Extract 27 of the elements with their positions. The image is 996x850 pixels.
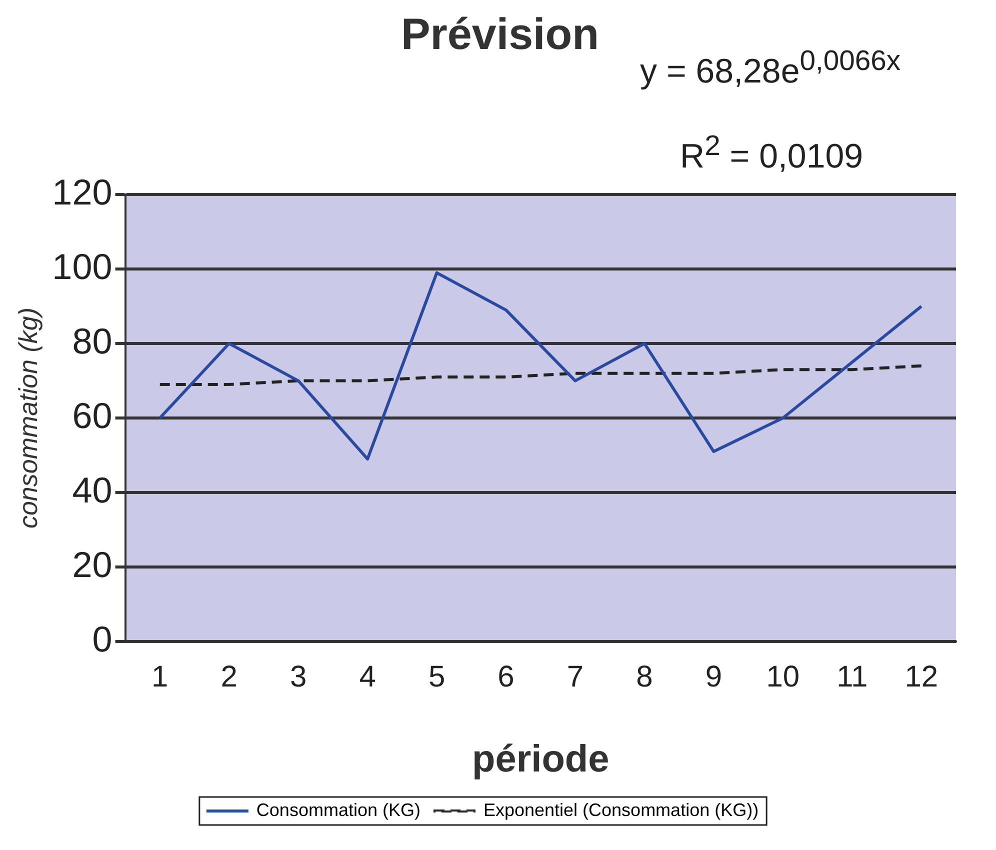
y-tick-label: 40: [72, 469, 112, 510]
x-tick-label: 7: [566, 660, 584, 694]
line-series: [158, 364, 923, 386]
x-tick-label: 9: [705, 660, 722, 694]
x-tick-label: 12: [904, 660, 938, 694]
x-tick-label: 5: [428, 660, 446, 694]
y-tick-label: 60: [72, 394, 112, 436]
x-tick-label: 1: [152, 660, 168, 694]
x-axis-title: période: [472, 738, 610, 781]
y-axis-title: consommation (kg): [12, 307, 43, 529]
chart-title: Prévision: [400, 10, 600, 59]
y-tick-label: 20: [72, 544, 112, 585]
x-tick-label: 8: [636, 660, 653, 694]
y-tick-label: 120: [52, 172, 112, 213]
x-tick-label: 3: [290, 660, 307, 694]
text: y = 68,28e$^{0,0066x}$: [640, 45, 901, 92]
y-tick-label: 80: [72, 320, 112, 362]
y-tick-label: 100: [52, 246, 112, 287]
y-tick-label: 0: [92, 618, 112, 660]
legend-label: Consommation (KG): [256, 800, 420, 820]
x-tick-label: 4: [359, 660, 376, 694]
legend-label: Exponentiel (Consommation (KG)): [483, 800, 759, 820]
x-tick-label: 10: [766, 660, 800, 694]
text: R$^{2}$ = 0,0109: [680, 130, 864, 176]
x-tick-label: 11: [836, 660, 868, 694]
x-tick-label: 2: [220, 660, 238, 694]
x-tick-label: 6: [498, 660, 514, 694]
